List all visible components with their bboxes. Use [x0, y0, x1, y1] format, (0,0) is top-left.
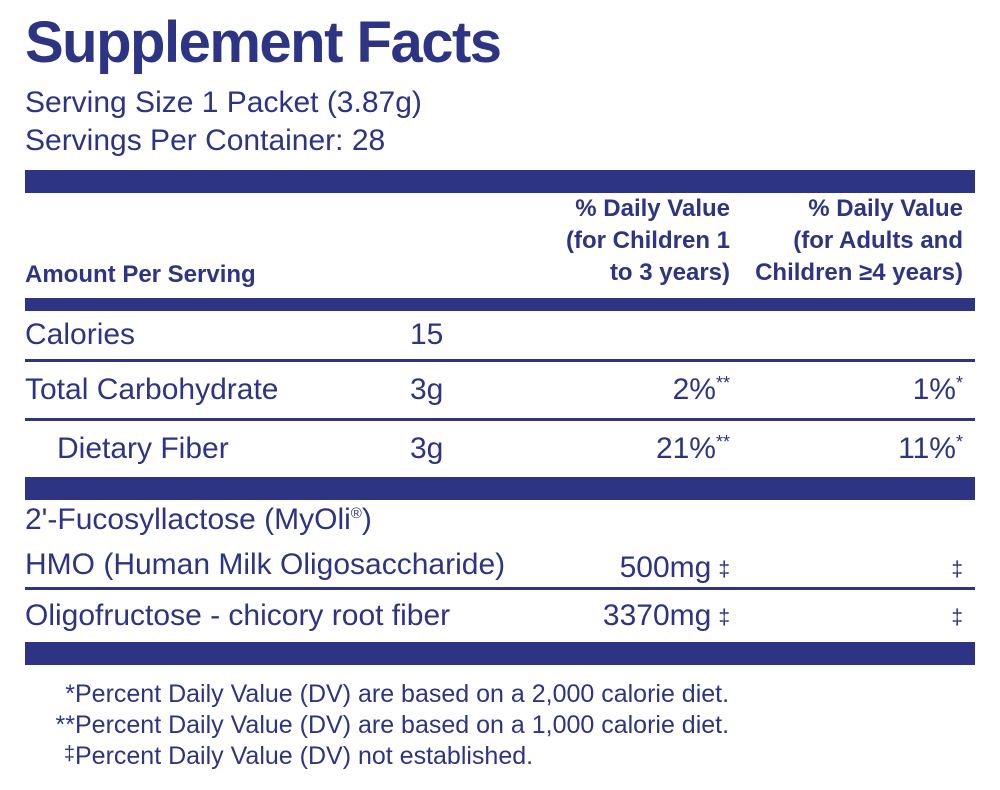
dv-adults-header: % Daily Value (for Adults and Children ≥… [730, 193, 975, 289]
nutrient-name: Total Carbohydrate [25, 373, 279, 406]
dv-children-header: % Daily Value (for Children 1 to 3 years… [490, 193, 730, 289]
footnote-marker: ** [55, 711, 75, 739]
dv-adults-value: ‡ [730, 551, 975, 585]
ingredient-name-line1: 2'-Fucosyllactose (MyOli®) [25, 503, 372, 536]
ingredient-amount: 500mg ‡ [619, 551, 730, 584]
ingredient-row-hmo: 2'-Fucosyllactose (MyOli®) HMO (Human Mi… [25, 500, 975, 587]
table-header-row: Amount Per Serving % Daily Value (for Ch… [25, 193, 975, 298]
ingredient-amount: 3370mg ‡ [602, 599, 730, 632]
label-title: Supplement Facts [25, 10, 502, 75]
ingredient-row-oligofructose: Oligofructose - chicory root fiber 3370m… [25, 590, 975, 642]
ingredient-name: 2'-Fucosyllactose (MyOli®) HMO (Human Mi… [25, 500, 580, 585]
footnote-text: Percent Daily Value (DV) are based on a … [75, 680, 730, 708]
dv-adults-value: 11%* [898, 432, 963, 465]
dv-adults-value: 1%* [912, 373, 963, 406]
dv-adults-header-line: (for Adults and [793, 227, 963, 254]
dagger-mark: ‡ [718, 558, 730, 581]
registered-trademark-symbol: ® [350, 504, 362, 522]
ingredient-name-line2: HMO (Human Milk Oligosaccharide) [25, 548, 506, 581]
dv-children-header-line: (for Children 1 [565, 227, 730, 254]
dv-children-header-line: % Daily Value [575, 195, 730, 222]
divider-bar-middle [25, 477, 975, 500]
nutrient-name: Dietary Fiber [57, 432, 229, 465]
divider-bar-bottom [25, 642, 975, 665]
footnotes: * Percent Daily Value (DV) are based on … [25, 679, 975, 772]
nutrient-name: Calories [25, 318, 136, 351]
divider-bar-top [25, 170, 975, 193]
serving-size: Serving Size 1 Packet (3.87g) [25, 86, 422, 119]
footnote-dagger: ‡ Percent Daily Value (DV) not establish… [25, 741, 975, 772]
dv-adults-header-line: Children ≥4 years) [755, 259, 963, 286]
footnote-double-asterisk: ** Percent Daily Value (DV) are based on… [25, 710, 975, 741]
row-separator [25, 359, 975, 362]
nutrient-amount: 15 [410, 318, 444, 351]
row-separator [25, 587, 975, 590]
nutrient-amount: 3g [410, 432, 444, 465]
dv-adults-header-line: % Daily Value [808, 195, 963, 222]
dv-adults-value: ‡ [730, 599, 975, 633]
dv-children-header-line: to 3 years) [609, 259, 730, 286]
footnote-marker: * [65, 680, 75, 708]
ingredient-name: Oligofructose - chicory root fiber [25, 599, 451, 632]
dv-children-value: 21%** [655, 432, 730, 465]
dagger-mark: ‡ [951, 606, 963, 629]
footnote-text: Percent Daily Value (DV) are based on a … [75, 711, 730, 739]
amount-per-serving-header: Amount Per Serving [25, 261, 256, 288]
dagger-mark: ‡ [951, 558, 963, 581]
row-separator [25, 418, 975, 421]
divider-bar-header [25, 298, 975, 311]
footnote-marker: ‡ [63, 743, 75, 765]
dv-children-value: 2%** [672, 373, 730, 406]
nutrient-amount: 3g [410, 373, 444, 406]
footnote-single-asterisk: * Percent Daily Value (DV) are based on … [25, 679, 975, 710]
table-row-calories: Calories 15 [25, 311, 975, 359]
table-row-total-carbohydrate: Total Carbohydrate 3g 2%** 1%* [25, 362, 975, 418]
footnote-text: Percent Daily Value (DV) not established… [75, 742, 534, 770]
table-row-dietary-fiber: Dietary Fiber 3g 21%** 11%* [25, 421, 975, 477]
servings-per-container: Servings Per Container: 28 [25, 124, 386, 157]
dagger-mark: ‡ [718, 606, 730, 629]
